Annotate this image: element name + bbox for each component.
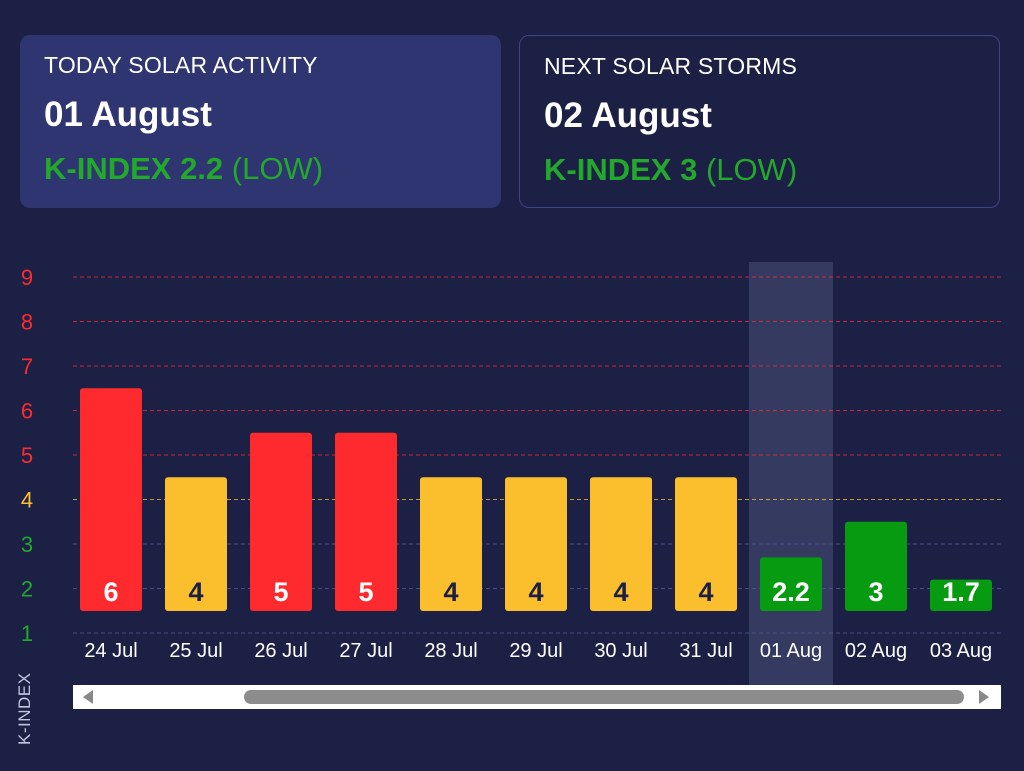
bar-27-jul[interactable] [335,432,397,611]
next-storm-card: NEXT SOLAR STORMS 02 August K-INDEX 3 (L… [519,35,1000,208]
today-k-level: (LOW) [231,151,324,186]
y-tick-label: 7 [21,354,33,379]
y-tick-label: 8 [21,310,33,335]
next-label: NEXT SOLAR STORMS [544,53,798,79]
bar-30-jul[interactable] [590,477,652,611]
today-k-value: K-INDEX 2.2 [44,151,224,186]
bar-31-jul[interactable] [675,477,737,611]
y-tick-label: 3 [21,532,33,557]
bar-value-label: 6 [103,577,118,607]
y-axis-label: K-INDEX [15,672,34,745]
bar-value-label: 2.2 [772,577,810,607]
x-tick-label: 26 Jul [254,640,307,662]
bar-value-label: 4 [188,577,203,607]
chart-scrollbar[interactable] [73,685,1001,709]
next-k-value: K-INDEX 3 [544,152,698,187]
next-k-level: (LOW) [705,152,798,187]
today-card: TODAY SOLAR ACTIVITY 01 August K-INDEX 2… [20,35,501,208]
x-tick-label: 24 Jul [84,640,137,662]
bar-value-label: 5 [273,577,288,607]
bar-29-jul[interactable] [505,477,567,611]
scroll-right-arrow-icon[interactable] [979,690,989,704]
x-tick-label: 27 Jul [339,640,392,662]
scroll-left-arrow-icon[interactable] [83,690,93,704]
x-tick-label: 30 Jul [594,640,647,662]
y-tick-label: 9 [21,265,33,290]
x-tick-label: 03 Aug [930,640,992,662]
bar-03-aug[interactable] [930,579,992,611]
bar-02-aug[interactable] [845,521,907,611]
x-tick-label: 02 Aug [845,640,907,662]
today-label: TODAY SOLAR ACTIVITY [44,52,318,78]
bar-value-label: 4 [443,577,458,607]
bar-value-label: 4 [528,577,543,607]
bar-value-label: 1.7 [942,577,980,607]
bar-value-label: 5 [358,577,373,607]
today-date: 01 August [44,95,212,134]
y-tick-label: 6 [21,399,33,424]
y-tick-label: 2 [21,577,33,602]
bar-28-jul[interactable] [420,477,482,611]
today-k-index: K-INDEX 2.2 (LOW) [44,151,477,187]
bar-01-aug[interactable] [760,557,822,611]
x-tick-label: 31 Jul [679,640,732,662]
x-tick-label: 25 Jul [169,640,222,662]
x-tick-label: 29 Jul [509,640,562,662]
y-tick-label: 1 [21,621,33,646]
next-k-index: K-INDEX 3 (LOW) [544,152,975,188]
k-index-chart: 1 2 3 4 5 6 7 8 9 6 24 Jul 4 25 Jul 5 26 Jul 5 27 Jul 4 28… [21,262,1001,690]
bar-26-jul[interactable] [250,432,312,611]
y-tick-label: 4 [21,488,33,513]
scrollbar-thumb[interactable] [244,690,964,704]
x-tick-label: 01 Aug [760,640,822,662]
bar-value-label: 4 [613,577,628,607]
bar-25-jul[interactable] [165,477,227,611]
next-date: 02 August [544,96,712,135]
y-tick-label: 5 [21,443,33,468]
bar-24-jul[interactable] [80,388,142,611]
highlight-column [749,262,833,690]
bar-value-label: 3 [868,577,883,607]
bar-value-label: 4 [698,577,713,607]
x-tick-label: 28 Jul [424,640,477,662]
